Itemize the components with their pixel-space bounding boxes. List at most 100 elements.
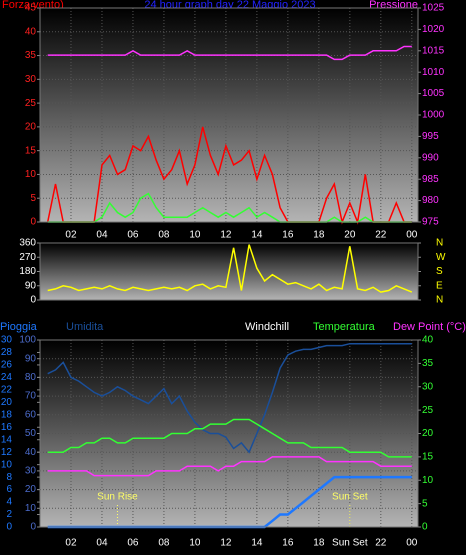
- y3-tick-label: 22: [1, 385, 13, 396]
- y-tick-label: 80: [25, 372, 37, 383]
- y2-tick-label: 15: [422, 452, 434, 463]
- y-tick-label: 40: [25, 26, 37, 37]
- annotation: Sun Set: [332, 492, 368, 503]
- y3-tick-label: 20: [1, 397, 13, 408]
- y-tick-label: 90: [25, 353, 37, 364]
- y-tick-label: 25: [25, 98, 37, 109]
- y2-tick-label: S: [436, 266, 443, 277]
- plot-frame: [39, 339, 419, 528]
- y2-axis-label: Pressione: [369, 0, 418, 11]
- y2-tick-label: 25: [422, 405, 434, 416]
- series-line: [46, 126, 412, 225]
- y-axis-label: Forza vento): [2, 0, 64, 11]
- y2-tick-label: W: [436, 252, 446, 263]
- series-line: [47, 342, 412, 454]
- y2-tick-label: 1020: [422, 24, 445, 35]
- y2-tick-label: 995: [422, 131, 439, 142]
- y2-tick-label: 0: [422, 522, 428, 533]
- y-tick-label: 20: [25, 122, 37, 133]
- y-tick-label: 40: [25, 447, 37, 458]
- annotation: Sun Rise: [97, 492, 138, 503]
- y2-tick-label: 980: [422, 195, 439, 206]
- legend-entry: Umidita: [66, 321, 104, 333]
- series-line: [47, 456, 412, 477]
- y2-tick-label: 10: [422, 475, 434, 486]
- y-tick-label: 360: [19, 238, 36, 249]
- y2-tick-label: 5: [422, 498, 428, 509]
- y-tick-label: 0: [30, 295, 36, 306]
- y2-tick-label: 1005: [422, 88, 445, 99]
- y-tick-label: 50: [25, 428, 37, 439]
- y-tick-label: 90: [25, 280, 37, 291]
- legend-entry: Pioggia: [0, 321, 38, 333]
- plot-background: [40, 8, 418, 222]
- y-tick-label: 35: [25, 50, 37, 61]
- y-tick-label: 100: [19, 335, 36, 346]
- y3-tick-label: 0: [6, 522, 12, 533]
- y3-tick-label: 4: [6, 497, 12, 508]
- x-tick-label: 06: [127, 538, 139, 549]
- series-line: [47, 45, 412, 61]
- y3-tick-label: 8: [6, 472, 12, 483]
- x-tick-label: 06: [127, 230, 139, 241]
- y-tick-label: 60: [25, 409, 37, 420]
- x-tick-label: 08: [158, 538, 170, 549]
- x-tick-label: 22: [375, 230, 387, 241]
- y2-tick-label: 40: [422, 335, 434, 346]
- chart-title: 24 hour graph day 22 Maggio 2023: [144, 0, 315, 11]
- y-tick-label: 45: [25, 3, 37, 14]
- x-tick-label: 16: [282, 230, 294, 241]
- y-tick-label: 180: [19, 266, 36, 277]
- y3-tick-label: 26: [1, 360, 13, 371]
- x-tick-label: 18: [313, 230, 325, 241]
- y2-tick-label: 985: [422, 174, 439, 185]
- y-tick-label: 270: [19, 252, 36, 263]
- x-tick-label: 14: [251, 538, 263, 549]
- y2-tick-label: 975: [422, 217, 439, 228]
- x-tick-label: 04: [96, 538, 108, 549]
- y-tick-label: 0: [30, 522, 36, 533]
- y-tick-label: 5: [30, 193, 36, 204]
- x-tick-label: 18: [313, 538, 325, 549]
- x-tick-label: 00: [406, 538, 418, 549]
- y2-tick-label: 990: [422, 152, 439, 163]
- y3-tick-label: 16: [1, 422, 13, 433]
- x-tick-label: 10: [189, 230, 201, 241]
- x-tick-label: 02: [65, 230, 77, 241]
- x-tick-label: 00: [406, 230, 418, 241]
- x-tick-label: 14: [251, 230, 263, 241]
- y2-tick-label: 20: [422, 428, 434, 439]
- x-tick-label: 12: [220, 230, 232, 241]
- x-tick-label: 02: [65, 538, 77, 549]
- legend-entry: Dew Point (°C): [393, 321, 466, 333]
- y2-tick-label: N: [436, 238, 443, 249]
- y2-tick-label: 35: [422, 358, 434, 369]
- y3-tick-label: 30: [1, 335, 13, 346]
- x-tick-label: 10: [189, 538, 201, 549]
- y-tick-label: 15: [25, 145, 37, 156]
- y3-tick-label: 24: [1, 372, 13, 383]
- y-tick-label: 0: [30, 217, 36, 228]
- x-tick-label: Sun Set: [332, 538, 368, 549]
- y-tick-label: 30: [25, 466, 37, 477]
- y2-tick-label: E: [436, 280, 443, 291]
- y-tick-label: 70: [25, 391, 37, 402]
- y3-tick-label: 18: [1, 409, 13, 420]
- y3-tick-label: 6: [6, 484, 12, 495]
- y2-tick-label: N: [436, 295, 443, 306]
- x-tick-label: 04: [96, 230, 108, 241]
- y-tick-label: 30: [25, 74, 37, 85]
- plot-frame: [39, 7, 419, 223]
- y-tick-label: 10: [25, 503, 37, 514]
- y3-tick-label: 2: [6, 509, 12, 520]
- x-tick-label: 12: [220, 538, 232, 549]
- y2-tick-label: 1000: [422, 110, 445, 121]
- y-tick-label: 10: [25, 169, 37, 180]
- y3-tick-label: 14: [1, 434, 13, 445]
- y2-tick-label: 1015: [422, 45, 445, 56]
- x-tick-label: 16: [282, 538, 294, 549]
- series-line: [47, 244, 413, 293]
- legend-entry: Windchill: [245, 321, 289, 333]
- y2-tick-label: 1025: [422, 3, 445, 14]
- y-tick-label: 20: [25, 484, 37, 495]
